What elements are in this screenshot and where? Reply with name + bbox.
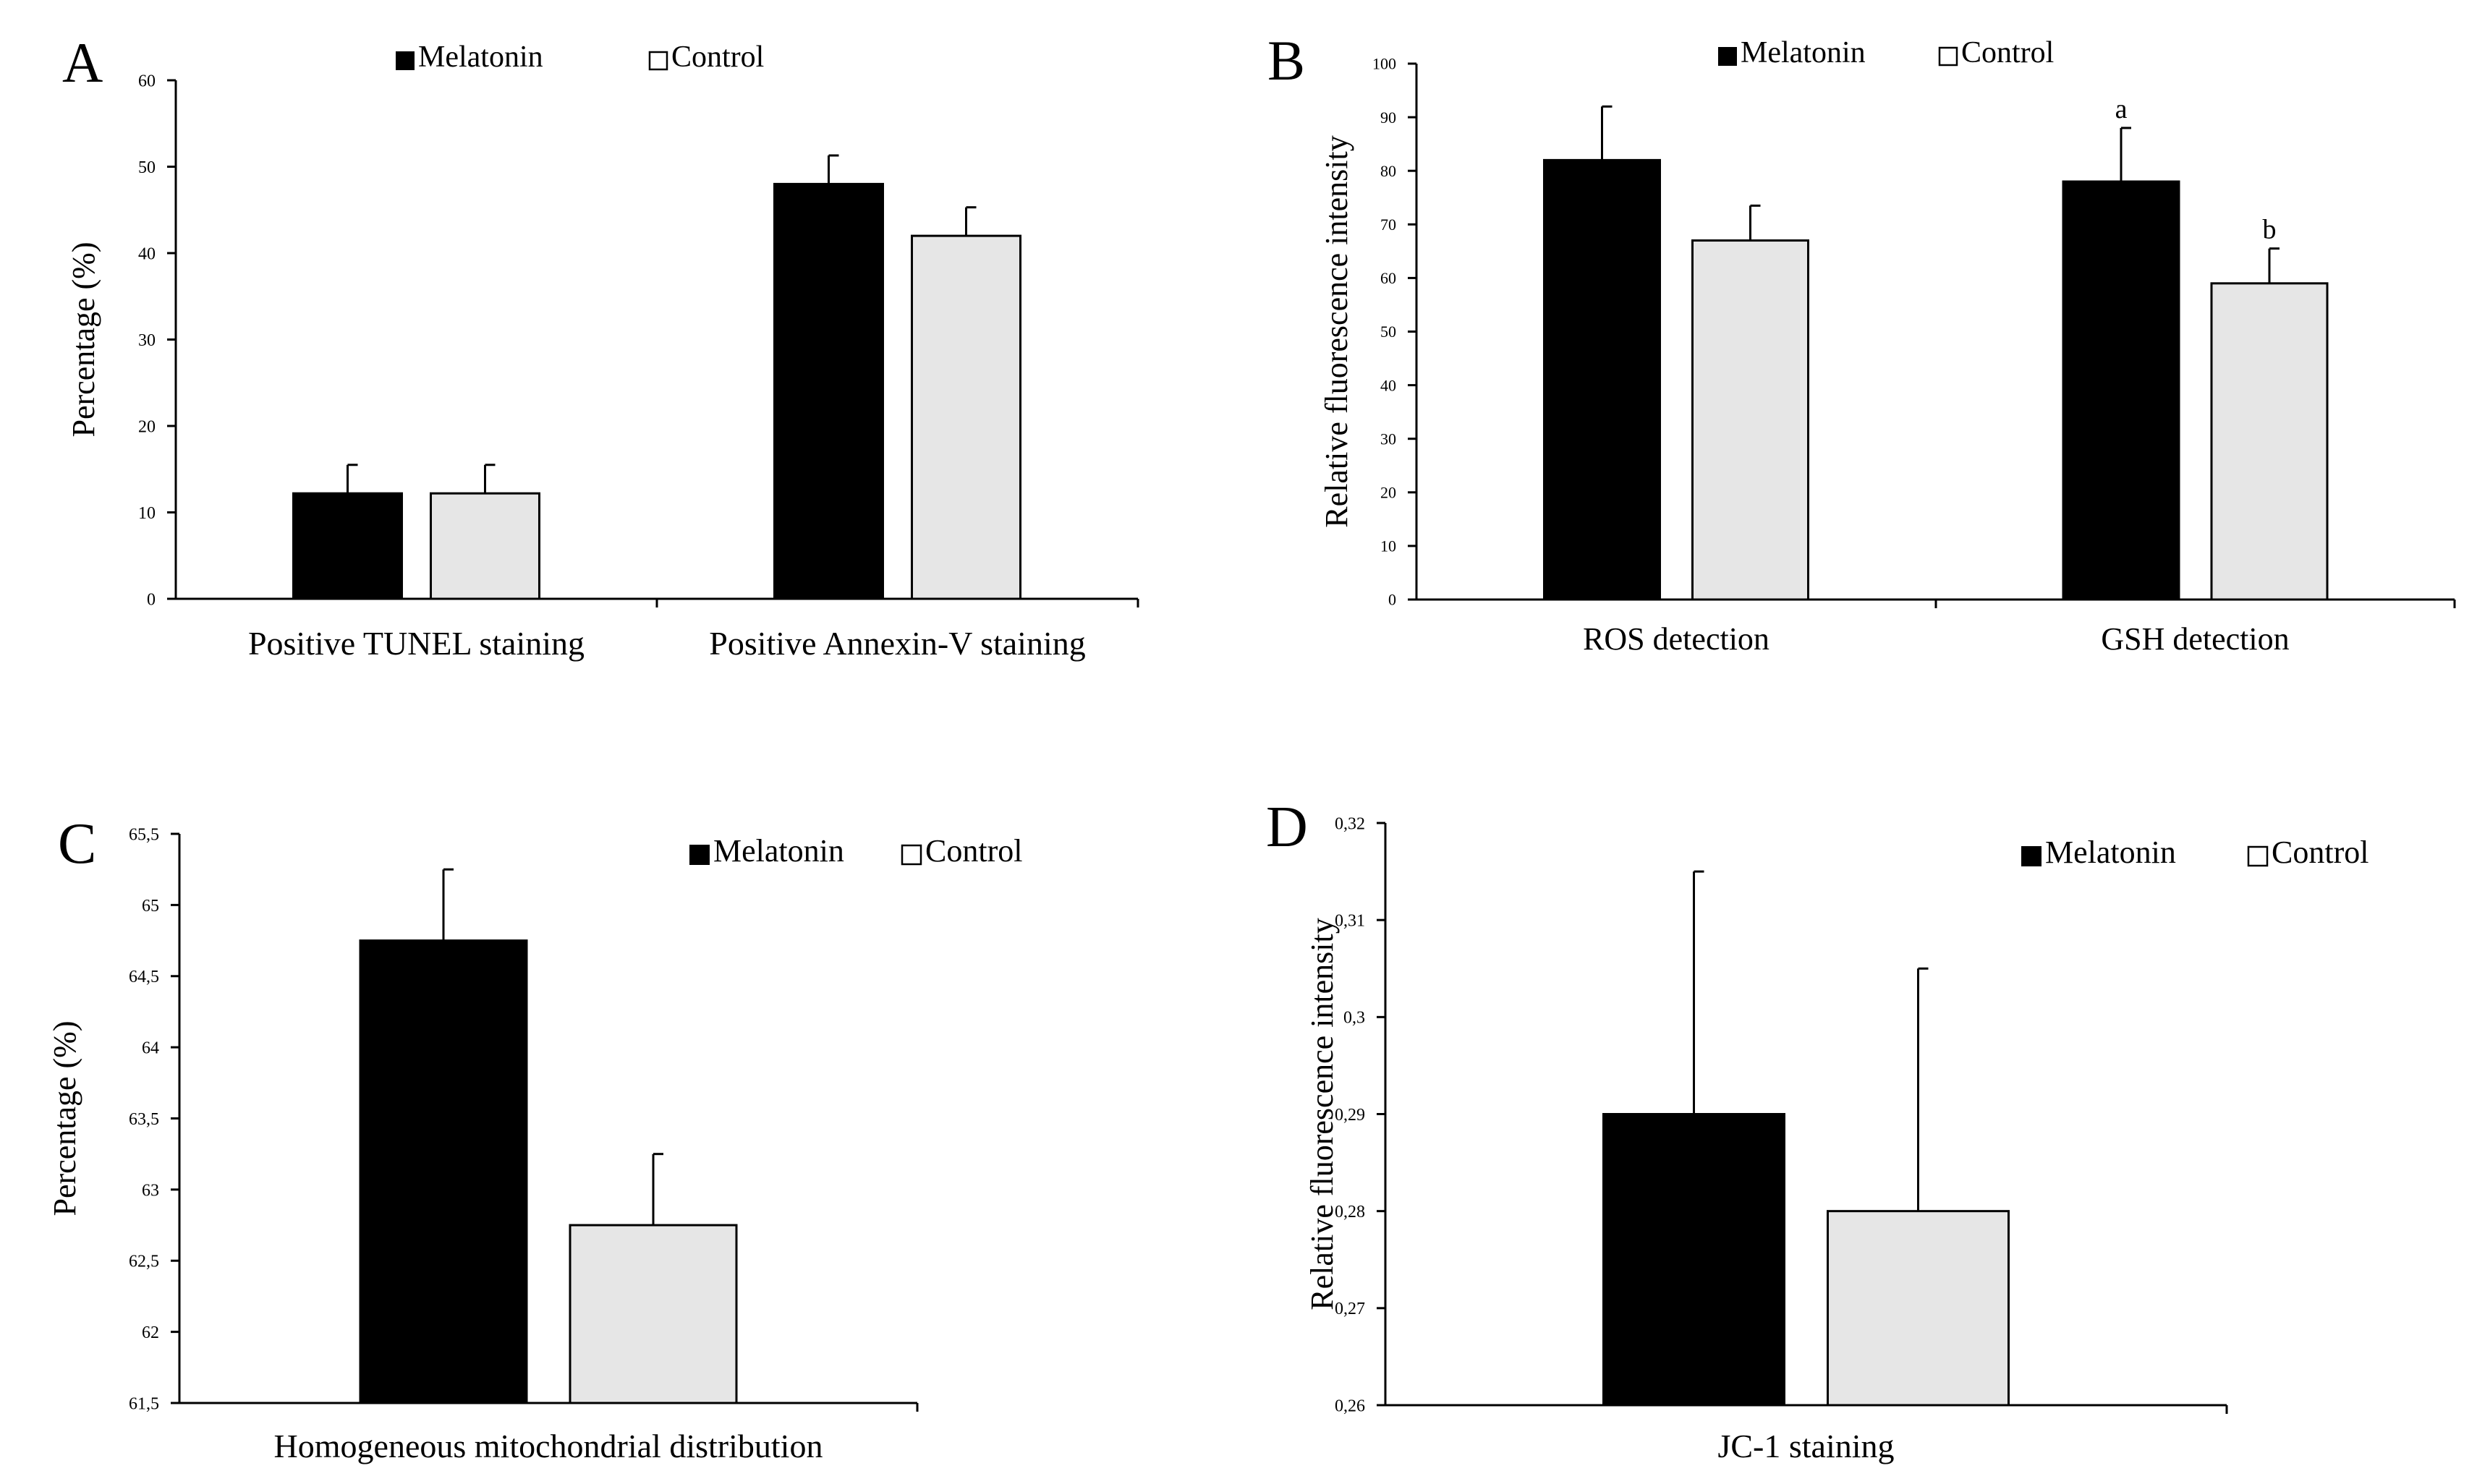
y-axis-label: Relative fluorescence intensity bbox=[1319, 135, 1354, 527]
y-tick-label: 0,27 bbox=[1335, 1300, 1365, 1318]
y-axis-label: Percentage (%) bbox=[66, 242, 101, 438]
legend-label-control: Control bbox=[671, 40, 764, 74]
y-tick-label: 0,29 bbox=[1335, 1106, 1365, 1125]
legend-swatch-melatonin bbox=[1718, 47, 1737, 66]
y-tick-label: 0,31 bbox=[1335, 912, 1365, 931]
y-tick-label: 64,5 bbox=[129, 968, 159, 986]
y-tick-label: 65,5 bbox=[129, 825, 159, 844]
legend-label-control: Control bbox=[1961, 36, 2054, 69]
bar-melatonin bbox=[1602, 1113, 1785, 1407]
y-tick-label: 0 bbox=[1388, 591, 1396, 609]
y-tick-label: 0 bbox=[147, 590, 156, 609]
y-tick-label: 30 bbox=[1380, 430, 1396, 448]
bar-melatonin bbox=[773, 182, 884, 600]
bar-control bbox=[2210, 282, 2329, 601]
y-tick-label: 20 bbox=[138, 417, 156, 436]
category-label: Positive TUNEL staining bbox=[248, 625, 585, 662]
legend-label-melatonin: Melatonin bbox=[418, 40, 543, 74]
y-tick-label: 20 bbox=[1380, 484, 1396, 502]
y-tick-label: 10 bbox=[1380, 537, 1396, 555]
x-axis-label: Homogeneous mitochondrial distribution bbox=[274, 1428, 823, 1464]
bar-control bbox=[1691, 239, 1809, 601]
y-tick-label: 63 bbox=[142, 1181, 159, 1200]
legend-label-control: Control bbox=[2272, 835, 2368, 870]
legend-swatch-control bbox=[1938, 46, 1958, 67]
bar-melatonin bbox=[1543, 158, 1661, 601]
y-tick-label: 62,5 bbox=[129, 1253, 159, 1271]
significance-letter: a bbox=[2115, 94, 2128, 124]
y-tick-label: 50 bbox=[138, 158, 156, 177]
y-tick-label: 64 bbox=[142, 1039, 159, 1058]
y-axis-label: Relative fluorescence intensity bbox=[1304, 918, 1340, 1310]
legend-label-melatonin: Melatonin bbox=[2045, 835, 2176, 870]
x-axis-label: JC-1 staining bbox=[1717, 1428, 1894, 1464]
y-tick-label: 63,5 bbox=[129, 1110, 159, 1129]
bar-melatonin bbox=[359, 939, 528, 1404]
legend-swatch-melatonin bbox=[2021, 846, 2041, 866]
legend-swatch-melatonin bbox=[689, 845, 710, 865]
y-tick-label: 40 bbox=[1380, 376, 1396, 394]
legend-swatch-melatonin bbox=[396, 51, 415, 70]
y-tick-label: 30 bbox=[138, 331, 156, 350]
y-tick-label: 65 bbox=[142, 897, 159, 916]
y-tick-label: 90 bbox=[1380, 108, 1396, 127]
y-tick-label: 0,28 bbox=[1335, 1203, 1365, 1221]
y-tick-label: 40 bbox=[138, 244, 156, 263]
legend-swatch-control bbox=[2247, 845, 2269, 867]
y-tick-label: 50 bbox=[1380, 323, 1396, 341]
y-tick-label: 61,5 bbox=[129, 1394, 159, 1413]
category-label: GSH detection bbox=[2101, 621, 2289, 657]
bar-melatonin bbox=[2062, 180, 2180, 601]
y-tick-label: 0,32 bbox=[1335, 814, 1365, 833]
significance-letter: b bbox=[2263, 215, 2277, 245]
category-label: ROS detection bbox=[1583, 621, 1769, 657]
y-tick-label: 80 bbox=[1380, 162, 1396, 180]
bar-control bbox=[911, 234, 1021, 600]
panel-label: B bbox=[1267, 29, 1305, 92]
y-tick-label: 0,3 bbox=[1343, 1009, 1365, 1028]
panel-label: A bbox=[62, 31, 103, 94]
y-tick-label: 0,26 bbox=[1335, 1396, 1365, 1415]
bar-control bbox=[569, 1224, 738, 1404]
y-tick-label: 10 bbox=[138, 504, 156, 523]
y-tick-label: 62 bbox=[142, 1323, 159, 1342]
bar-control bbox=[430, 492, 540, 600]
legend-label-melatonin: Melatonin bbox=[713, 833, 844, 869]
panel-label: D bbox=[1266, 796, 1308, 859]
y-axis-label: Percentage (%) bbox=[47, 1021, 82, 1216]
y-tick-label: 60 bbox=[1380, 269, 1396, 287]
bar-melatonin bbox=[292, 492, 403, 600]
y-tick-label: 100 bbox=[1372, 55, 1396, 73]
y-tick-label: 60 bbox=[138, 72, 156, 90]
legend-swatch-control bbox=[648, 51, 668, 71]
category-label: Positive Annexin-V staining bbox=[709, 625, 1086, 662]
panel-label: C bbox=[58, 812, 96, 876]
bar-control bbox=[1827, 1210, 2010, 1407]
legend-swatch-control bbox=[901, 844, 922, 866]
legend-label-melatonin: Melatonin bbox=[1741, 36, 1866, 69]
legend-label-control: Control bbox=[925, 833, 1022, 869]
y-tick-label: 70 bbox=[1380, 216, 1396, 234]
